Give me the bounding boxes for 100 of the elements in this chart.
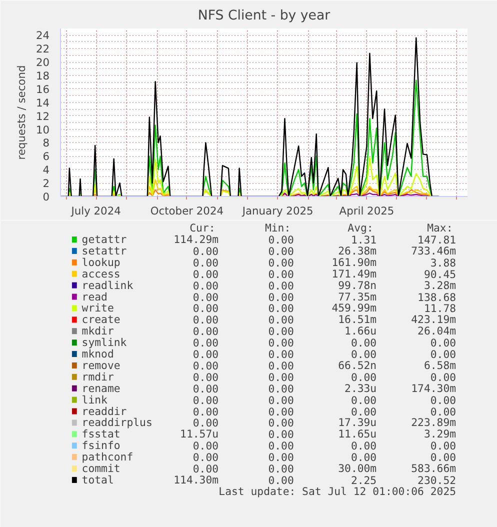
text: 0.00 xyxy=(430,394,456,407)
text: 26.38m xyxy=(338,244,377,258)
text: Cur: xyxy=(190,222,216,235)
text: 0.00 xyxy=(192,440,219,453)
text: 1.66u xyxy=(344,324,377,338)
text: 0.00 xyxy=(268,370,294,384)
text: 0.00 xyxy=(350,440,377,453)
text: 138.68 xyxy=(418,290,456,304)
y-tick-label: 4 xyxy=(42,164,50,177)
text: 6.58m xyxy=(424,358,456,372)
text: 0.00 xyxy=(430,348,456,361)
text: 0.00 xyxy=(268,336,294,350)
text: 0.00 xyxy=(268,302,294,316)
text: Max: xyxy=(427,222,453,235)
text: 0.00 xyxy=(192,359,219,372)
text: 223.89m xyxy=(411,416,456,430)
text: 0.00 xyxy=(350,451,377,464)
legend-label: setattr xyxy=(82,244,128,258)
text: 0.00 xyxy=(268,428,294,442)
text: 0.00 xyxy=(268,440,294,453)
y-tick-label: 12 xyxy=(36,110,50,123)
text: Min: xyxy=(264,222,291,235)
x-tick-label: April 2025 xyxy=(339,204,394,218)
y-tick-label: 24 xyxy=(36,29,50,42)
text: 174.30m xyxy=(411,382,456,395)
legend-label: rename xyxy=(82,382,120,395)
text: 0.00 xyxy=(430,451,456,464)
y-tick-label: 6 xyxy=(42,150,50,164)
legend-label: mkdir xyxy=(82,324,114,338)
text: 0.00 xyxy=(268,462,294,476)
text: 0.00 xyxy=(268,416,294,430)
legend-label: lookup xyxy=(82,256,120,269)
text: 0.00 xyxy=(268,382,294,396)
text: 0.00 xyxy=(192,256,219,270)
text: 77.35m xyxy=(338,290,377,304)
x-tick-label: October 2024 xyxy=(150,204,224,218)
text: 0.00 xyxy=(268,451,294,464)
text: 0.00 xyxy=(268,234,294,246)
text: 0.00 xyxy=(192,382,219,396)
text: 0.00 xyxy=(268,314,294,327)
text: 17.39u xyxy=(338,416,377,430)
text: 0.00 xyxy=(430,336,456,350)
legend-label: fsstat xyxy=(82,428,120,441)
text: 0.00 xyxy=(430,440,456,453)
text: 0.00 xyxy=(192,451,219,464)
text: 114.30m xyxy=(174,473,219,486)
y-tick-label: 16 xyxy=(36,82,50,96)
text: 0.00 xyxy=(192,405,219,418)
text: 0.00 xyxy=(268,244,294,258)
text: 0.00 xyxy=(192,348,219,361)
text: 0.00 xyxy=(268,290,294,304)
legend-label: mknod xyxy=(82,348,114,360)
legend-label: remove xyxy=(82,358,120,372)
text: 114.29m xyxy=(174,233,219,246)
legend-label: readdirplus xyxy=(82,416,152,430)
text: 0.00 xyxy=(350,394,377,407)
text: 0.00 xyxy=(350,370,377,384)
legend-label: link xyxy=(82,393,108,406)
legend-label: readdir xyxy=(82,404,128,418)
text: 161.90m xyxy=(332,256,377,269)
text: 0.00 xyxy=(268,348,294,361)
text: 171.49m xyxy=(332,267,377,280)
legend-label: access xyxy=(82,267,120,280)
text: 0.00 xyxy=(192,290,219,304)
text: 0.00 xyxy=(192,394,219,407)
text: 11.65u xyxy=(338,428,377,441)
legend-label: create xyxy=(82,313,120,326)
text: 0.00 xyxy=(268,359,294,372)
text: 0.00 xyxy=(192,314,219,327)
text: Last update: Sat Jul 12 01:00:06 2025 xyxy=(218,484,456,498)
text: 0.00 xyxy=(192,370,219,384)
text: 459.99m xyxy=(332,302,377,315)
y-tick-label: 14 xyxy=(36,96,50,110)
text: 90.45 xyxy=(424,268,456,281)
text: 99.78n xyxy=(338,278,377,292)
text: 0.00 xyxy=(268,474,294,487)
text: 0.00 xyxy=(350,336,377,350)
legend-label: getattr xyxy=(82,233,128,246)
text: 0.00 xyxy=(192,462,219,476)
text: 11.57u xyxy=(180,428,219,441)
text: 1.31 xyxy=(350,234,377,246)
text: 0.00 xyxy=(192,416,219,430)
text: 11.78 xyxy=(424,302,456,316)
text: 3.88 xyxy=(430,256,456,270)
text: 0.00 xyxy=(268,279,294,292)
text: 583.66m xyxy=(411,462,456,475)
text: 2.33u xyxy=(344,382,377,395)
text: 30.00m xyxy=(338,462,377,475)
legend-label: read xyxy=(82,290,108,304)
text: Avg: xyxy=(348,222,374,235)
text: 0.00 xyxy=(430,405,456,418)
text: 0.00 xyxy=(192,268,219,281)
text: 0.00 xyxy=(268,325,294,338)
text: 0.00 xyxy=(268,268,294,281)
text: 0.00 xyxy=(192,244,219,258)
y-axis-title: requests / second xyxy=(14,65,28,160)
y-tick-label: 18 xyxy=(36,70,50,83)
text: 0.00 xyxy=(268,394,294,407)
text: 0.00 xyxy=(350,405,377,418)
text: 16.51m xyxy=(338,313,377,326)
